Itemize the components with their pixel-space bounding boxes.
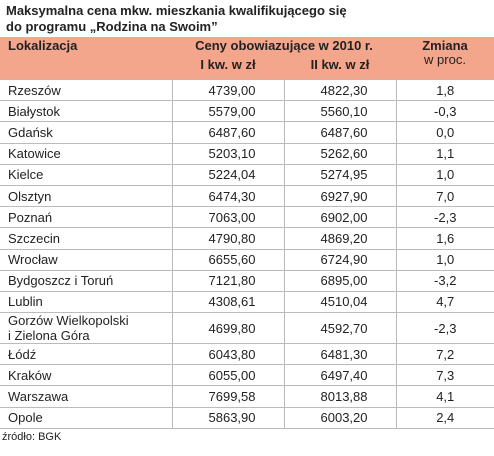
change-cell: 1,6 xyxy=(396,227,494,249)
price-q2-cell: 6481,30 xyxy=(284,343,397,365)
change-cell: -0,3 xyxy=(396,100,494,122)
change-cell: 4,1 xyxy=(396,385,494,408)
price-q2-cell: 6895,00 xyxy=(284,269,397,292)
table-row: Białystok 5579,00 5560,10 -0,3 xyxy=(0,100,494,122)
table-row: Gdańsk 6487,60 6487,60 0,0 xyxy=(0,121,494,144)
location-cell: Warszawa xyxy=(0,385,173,408)
change-cell: 1,8 xyxy=(396,78,494,101)
header-row: Lokalizacja Ceny obowiazujące w 2010 r. … xyxy=(0,37,494,80)
table-row: Gorzów Wielkopolski i Zielona Góra 4699,8… xyxy=(0,312,494,344)
table-row: Poznań 7063,00 6902,00 -2,3 xyxy=(0,206,494,228)
location-cell: Olsztyn xyxy=(0,184,173,207)
location-cell: Opole xyxy=(0,406,173,429)
location-cell: Kraków xyxy=(0,364,173,386)
change-cell: -2,3 xyxy=(396,206,494,228)
table-row: Kraków 6055,00 6497,40 7,3 xyxy=(0,364,494,386)
change-cell: -2,3 xyxy=(396,312,494,344)
location-cell: Kielce xyxy=(0,163,173,186)
table-row: Kielce 5224,04 5274,95 1,0 xyxy=(0,163,494,186)
price-q2-cell: 6724,90 xyxy=(284,248,397,271)
table-row: Rzeszów 4739,00 4822,30 1,8 xyxy=(0,78,494,101)
change-cell: 1,0 xyxy=(396,163,494,186)
price-q1-cell: 4699,80 xyxy=(172,312,285,344)
change-cell: 7,2 xyxy=(396,343,494,365)
price-q2-cell: 5274,95 xyxy=(284,163,397,186)
price-q1-cell: 6055,00 xyxy=(172,364,285,386)
price-q1-cell: 5203,10 xyxy=(172,142,285,165)
price-q1-cell: 5579,00 xyxy=(172,100,285,122)
location-cell: Bydgoszcz i Toruń xyxy=(0,269,173,292)
column-header: Zmiana w proc. xyxy=(396,37,494,80)
title-line: do programu „Rodzina na Swoim” xyxy=(6,19,218,34)
table-row: Olsztyn 6474,30 6927,90 7,0 xyxy=(0,184,494,207)
price-q2-cell: 6497,40 xyxy=(284,364,397,386)
location-cell: Katowice xyxy=(0,142,173,165)
price-q1-cell: 6487,60 xyxy=(172,121,285,144)
price-q2-cell: 5262,60 xyxy=(284,142,397,165)
table-body: Rzeszów 4739,00 4822,30 1,8 Białystok 5579,00… xyxy=(0,78,494,429)
change-cell: -3,2 xyxy=(396,269,494,292)
price-q1-cell: 6043,80 xyxy=(172,343,285,365)
header-row: I kw. w zł II kw. w zł xyxy=(0,58,494,80)
change-cell: 0,0 xyxy=(396,121,494,144)
change-cell: 1,1 xyxy=(396,142,494,165)
column-header: Ceny obowiazujące w 2010 r. xyxy=(172,37,396,58)
price-q1-cell: 7063,00 xyxy=(172,206,285,228)
price-q2-cell: 4592,70 xyxy=(284,312,397,344)
price-q2-cell: 4869,20 xyxy=(284,227,397,249)
column-header: II kw. w zł xyxy=(284,58,396,80)
change-cell: 1,0 xyxy=(396,248,494,271)
location-cell: Rzeszów xyxy=(0,78,173,101)
location-cell: Wrocław xyxy=(0,248,173,271)
location-cell: Szczecin xyxy=(0,227,173,249)
price-q1-cell: 5863,90 xyxy=(172,406,285,429)
price-q1-cell: 6474,30 xyxy=(172,184,285,207)
price-q1-cell: 4308,61 xyxy=(172,290,285,313)
price-q2-cell: 6927,90 xyxy=(284,184,397,207)
price-table: Lokalizacja Ceny obowiazujące w 2010 r. … xyxy=(0,37,494,429)
table-row: Lublin 4308,61 4510,04 4,7 xyxy=(0,290,494,313)
price-q1-cell: 7699,58 xyxy=(172,385,285,408)
price-q1-cell: 4790,80 xyxy=(172,227,285,249)
location-cell: Gdańsk xyxy=(0,121,173,144)
price-q2-cell: 6487,60 xyxy=(284,121,397,144)
table-row: Katowice 5203,10 5262,60 1,1 xyxy=(0,142,494,165)
title: Maksymalna cena mkw. mieszkania kwalifik… xyxy=(0,0,494,37)
price-q2-cell: 6003,20 xyxy=(284,406,397,429)
change-cell: 7,3 xyxy=(396,364,494,386)
title-line: Maksymalna cena mkw. mieszkania kwalifik… xyxy=(6,3,347,18)
table-row: Opole 5863,90 6003,20 2,4 xyxy=(0,406,494,429)
table-row: Warszawa 7699,58 8013,88 4,1 xyxy=(0,385,494,408)
price-q2-cell: 4822,30 xyxy=(284,78,397,101)
column-header-unit: w proc. xyxy=(424,52,466,67)
column-header-text: Zmiana xyxy=(422,38,468,53)
price-q1-cell: 6655,60 xyxy=(172,248,285,271)
location-cell: Poznań xyxy=(0,206,173,228)
column-header: Lokalizacja xyxy=(0,37,172,80)
table-row: Bydgoszcz i Toruń 7121,80 6895,00 -3,2 xyxy=(0,269,494,292)
table-row: Wrocław 6655,60 6724,90 1,0 xyxy=(0,248,494,271)
price-q1-cell: 4739,00 xyxy=(172,78,285,101)
column-header: I kw. w zł xyxy=(172,58,284,80)
table-row: Łódź 6043,80 6481,30 7,2 xyxy=(0,343,494,365)
price-q2-cell: 8013,88 xyxy=(284,385,397,408)
price-q2-cell: 4510,04 xyxy=(284,290,397,313)
change-cell: 7,0 xyxy=(396,184,494,207)
table-row: Szczecin 4790,80 4869,20 1,6 xyxy=(0,227,494,249)
change-cell: 4,7 xyxy=(396,290,494,313)
location-cell: Lublin xyxy=(0,290,173,313)
price-q2-cell: 6902,00 xyxy=(284,206,397,228)
location-cell: Gorzów Wielkopolski i Zielona Góra xyxy=(0,312,173,344)
source: źródło: BGK xyxy=(2,430,62,443)
price-q2-cell: 5560,10 xyxy=(284,100,397,122)
change-cell: 2,4 xyxy=(396,406,494,429)
price-q1-cell: 5224,04 xyxy=(172,163,285,186)
price-q1-cell: 7121,80 xyxy=(172,269,285,292)
location-cell: Łódź xyxy=(0,343,173,365)
location-cell: Białystok xyxy=(0,100,173,122)
